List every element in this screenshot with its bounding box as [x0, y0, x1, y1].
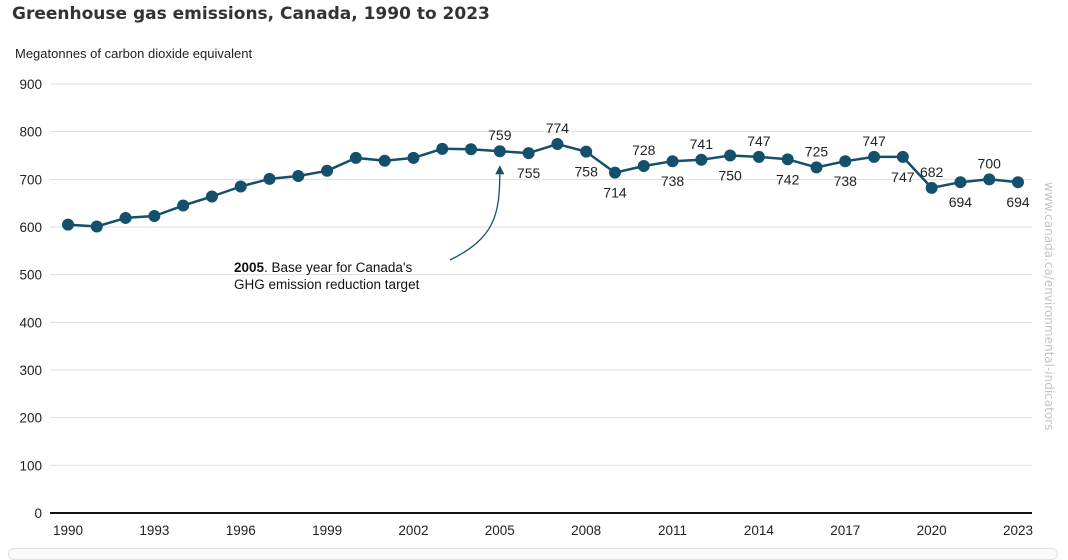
- x-tick-labels: 1990 1993 1996 1999 2002 2005 2008 2011 2014 2017…: [53, 523, 1033, 538]
- data-point: [810, 161, 823, 174]
- x-tick-label: 1990: [53, 523, 83, 538]
- data-label: 738: [661, 173, 685, 189]
- series-line-path: [67, 142, 1019, 228]
- series-line: [67, 142, 1019, 228]
- data-point: [436, 142, 449, 155]
- annotation-arrow: [449, 171, 501, 261]
- data-label: 714: [603, 185, 627, 201]
- y-tick-label: 800: [19, 125, 42, 140]
- y-tick-label: 300: [19, 363, 42, 378]
- footer-panel: [8, 548, 1058, 560]
- data-point: [580, 145, 593, 158]
- data-label: 741: [690, 136, 714, 152]
- x-tick-label: 2023: [1003, 523, 1033, 538]
- data-label: 750: [718, 168, 742, 184]
- x-tick-label: 2005: [485, 523, 515, 538]
- data-point: [954, 176, 967, 189]
- series-points: [62, 138, 1024, 233]
- data-label: 755: [517, 165, 541, 181]
- x-tick-label: 2011: [658, 523, 687, 538]
- y-tick-label: 600: [19, 220, 42, 235]
- data-point: [321, 164, 334, 177]
- data-point: [1012, 176, 1024, 189]
- y-axis-label: Megatonnes of carbon dioxide equivalent: [15, 46, 253, 61]
- data-point: [493, 145, 506, 158]
- data-point: [62, 218, 74, 231]
- x-tick-label: 2020: [917, 523, 947, 538]
- data-label: 759: [488, 127, 512, 143]
- data-point: [234, 180, 247, 193]
- data-label: 694: [1006, 194, 1030, 210]
- x-tick-label: 1996: [226, 523, 256, 538]
- x-tick-label: 2002: [398, 523, 428, 538]
- data-point: [292, 169, 305, 182]
- x-tick-label: 2017: [830, 523, 860, 538]
- gridlines: [50, 83, 1032, 466]
- data-point: [148, 210, 161, 223]
- data-point: [465, 143, 478, 156]
- data-point: [407, 151, 420, 164]
- y-tick-label: 900: [19, 77, 42, 92]
- data-label: 725: [805, 143, 829, 159]
- data-label: 747: [747, 133, 771, 149]
- data-point: [666, 155, 679, 168]
- x-tick-label: 1993: [139, 523, 169, 538]
- data-point: [522, 147, 535, 160]
- y-tick-label: 400: [19, 315, 42, 330]
- data-point: [839, 155, 852, 168]
- data-point: [925, 181, 938, 194]
- annotation-arrowhead: [495, 165, 505, 175]
- y-tick-labels: 0 100 200 300 400 500 600 700 800 900: [19, 77, 42, 521]
- source-credit: www.canada.ca/environmental-indicators: [1042, 182, 1056, 430]
- data-point: [349, 151, 362, 164]
- data-point: [378, 154, 391, 167]
- y-tick-label: 100: [19, 458, 42, 473]
- chart-title: Greenhouse gas emissions, Canada, 1990 t…: [12, 4, 490, 24]
- data-label: 694: [949, 194, 973, 210]
- data-point: [177, 199, 190, 212]
- data-point: [724, 149, 737, 162]
- data-label: 742: [776, 171, 800, 187]
- x-tick-label: 2008: [571, 523, 601, 538]
- annotation-text-line2: GHG emission reduction target: [234, 277, 420, 292]
- data-label: 700: [978, 155, 1002, 171]
- data-label: 758: [575, 164, 599, 180]
- data-point: [551, 138, 564, 151]
- data-point: [781, 153, 794, 166]
- data-point: [608, 166, 621, 179]
- data-point: [752, 150, 765, 163]
- y-tick-label: 700: [19, 172, 42, 187]
- data-label: 682: [920, 164, 944, 180]
- data-label: 774: [546, 120, 570, 136]
- x-tick-label: 2014: [744, 523, 775, 538]
- data-label: 728: [632, 142, 656, 158]
- data-point: [896, 150, 909, 163]
- data-point: [868, 150, 881, 163]
- data-label: 738: [834, 173, 858, 189]
- y-tick-label: 0: [34, 506, 42, 521]
- annotation: 2005. Base year for Canada's GHG emissio…: [234, 165, 505, 292]
- data-label: 747: [862, 133, 886, 149]
- data-point: [637, 159, 650, 172]
- data-label: 747: [891, 169, 915, 185]
- data-point: [119, 211, 132, 224]
- data-point: [983, 173, 996, 186]
- y-tick-label: 200: [19, 411, 42, 426]
- y-tick-label: 500: [19, 268, 42, 283]
- data-point: [205, 190, 218, 203]
- x-tick-label: 1999: [312, 523, 342, 538]
- data-point: [695, 153, 708, 166]
- data-point: [90, 220, 103, 233]
- data-point: [263, 172, 276, 185]
- annotation-text-line1: 2005. Base year for Canada's: [234, 260, 412, 275]
